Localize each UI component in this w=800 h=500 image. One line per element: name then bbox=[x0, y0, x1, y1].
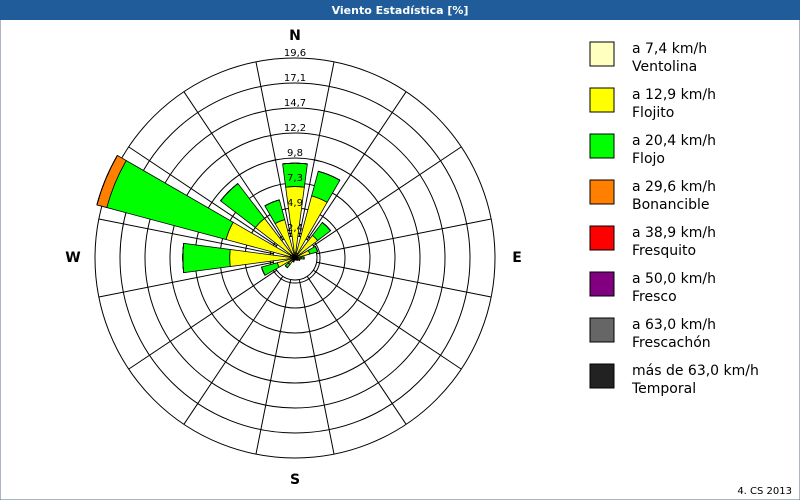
legend-description: Temporal bbox=[631, 381, 696, 397]
spoke bbox=[255, 279, 292, 455]
grid-ring bbox=[144, 107, 446, 409]
legend-label: a 12,9 km/h bbox=[632, 87, 716, 103]
legend-description: Fresquito bbox=[632, 243, 696, 259]
title-bar bbox=[0, 0, 800, 20]
legend-swatch bbox=[589, 87, 615, 113]
legend-description: Ventolina bbox=[632, 59, 697, 75]
compass-label: N bbox=[289, 28, 301, 44]
wind-bar bbox=[299, 259, 301, 261]
legend-swatch bbox=[589, 271, 615, 297]
legend-description: Frescachón bbox=[632, 335, 711, 351]
spoke bbox=[306, 91, 407, 240]
ring-label: 14,7 bbox=[284, 98, 306, 109]
spoke bbox=[98, 261, 274, 298]
spoke bbox=[255, 61, 292, 237]
legend-swatch bbox=[589, 133, 615, 159]
footer: 4. CS 2013 bbox=[737, 486, 792, 497]
spoke bbox=[313, 146, 462, 247]
legend-label: a 20,4 km/h bbox=[632, 133, 716, 149]
compass-label: E bbox=[512, 250, 522, 266]
spoke bbox=[183, 91, 284, 240]
spoke bbox=[306, 276, 407, 425]
legend-label: a 50,0 km/h bbox=[632, 271, 716, 287]
legend-label: a 38,9 km/h bbox=[632, 225, 716, 241]
ring-label: 7,3 bbox=[287, 173, 303, 184]
legend-swatch bbox=[589, 41, 615, 67]
legend-description: Bonancible bbox=[632, 197, 709, 213]
ring-label: 2,4 bbox=[287, 223, 303, 234]
legend-description: Flojito bbox=[632, 105, 674, 121]
grid-ring bbox=[119, 82, 471, 434]
compass-label: W bbox=[65, 250, 80, 266]
grid-ring bbox=[94, 57, 496, 459]
spoke bbox=[298, 61, 335, 237]
legend-label: a 7,4 km/h bbox=[632, 41, 707, 57]
spoke bbox=[128, 146, 277, 247]
legend-label: a 63,0 km/h bbox=[632, 317, 716, 333]
wind-bar bbox=[220, 183, 239, 202]
wind-bar bbox=[96, 155, 118, 206]
wind-bar bbox=[300, 256, 305, 260]
legend-swatch bbox=[589, 179, 615, 205]
grid-ring bbox=[169, 132, 421, 384]
ring-label: 17,1 bbox=[284, 73, 306, 84]
spoke bbox=[98, 218, 274, 255]
spoke bbox=[316, 218, 492, 255]
spoke bbox=[298, 279, 335, 455]
ring-label: 4,9 bbox=[287, 198, 303, 209]
legend-swatch bbox=[589, 225, 615, 251]
compass-label: S bbox=[290, 472, 300, 488]
spoke bbox=[313, 269, 462, 370]
legend-swatch bbox=[589, 317, 615, 343]
spoke bbox=[128, 269, 277, 370]
chart-title: Viento Estadística [%] bbox=[332, 4, 469, 17]
ring-label: 9,8 bbox=[287, 148, 303, 159]
ring-label: 12,2 bbox=[284, 123, 306, 134]
legend-description: Flojo bbox=[632, 151, 665, 167]
legend-description: Fresco bbox=[632, 289, 677, 305]
legend-swatch bbox=[589, 363, 615, 389]
legend-label: más de 63,0 km/h bbox=[632, 363, 759, 379]
wind-bar bbox=[318, 170, 341, 181]
legend-label: a 29,6 km/h bbox=[632, 179, 716, 195]
ring-label: 19,6 bbox=[284, 48, 306, 59]
wind-bar bbox=[296, 259, 298, 261]
spoke bbox=[316, 261, 492, 298]
spoke bbox=[183, 276, 284, 425]
